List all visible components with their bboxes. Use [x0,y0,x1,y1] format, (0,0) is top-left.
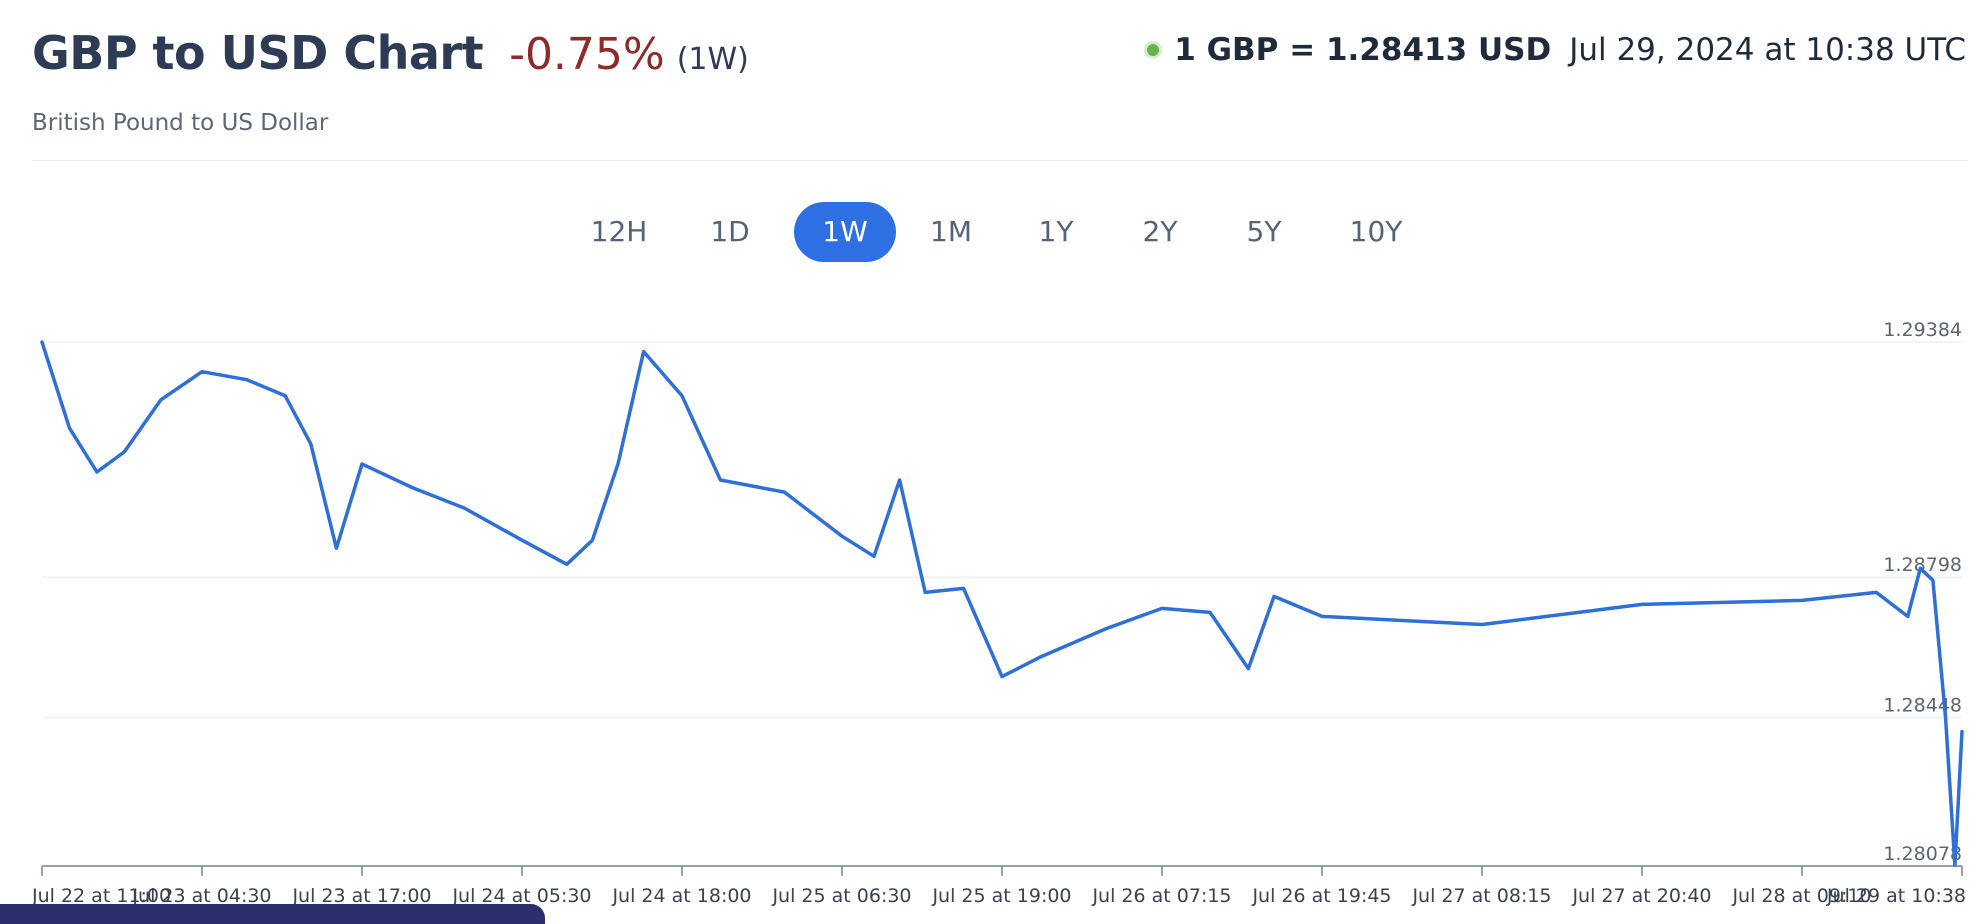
data-point [565,562,569,566]
live-rate: 1 GBP = 1.28413 USD Jul 29, 2024 at 10:3… [1144,32,1966,68]
data-point [718,478,722,482]
data-point [462,506,466,510]
data-point [962,586,966,590]
x-tick-label: Jul 29 at 10:38 [1826,885,1966,907]
tab-2y[interactable]: 2Y [1142,215,1178,248]
tab-1y[interactable]: 1Y [1038,215,1074,248]
data-point [200,370,204,374]
data-point [840,534,844,538]
x-tick-label: Jul 25 at 19:00 [931,885,1071,907]
data-point [680,394,684,398]
data-point [122,450,126,454]
data-point [1160,606,1164,610]
tab-1w[interactable]: 1W [794,202,896,262]
y-tick-label: 1.28798 [1883,554,1962,576]
x-tick-label: Jul 26 at 07:15 [1091,885,1231,907]
data-point [283,394,287,398]
y-tick-label: 1.29384 [1883,319,1962,341]
data-point [67,426,71,430]
x-tick-label: Jul 24 at 05:30 [451,885,591,907]
y-tick-label: 1.28078 [1883,843,1962,865]
data-point [360,462,364,466]
series-line [40,340,1964,867]
period-label: (1W) [676,42,749,77]
data-point [1800,598,1804,602]
data-point [1906,614,1910,618]
live-dot-icon [1144,41,1163,59]
data-point [1320,614,1324,618]
tab-1m[interactable]: 1M [930,215,972,248]
data-point [1246,667,1250,671]
x-tick-label: Jul 22 at 11:00 [31,885,171,907]
data-point [520,538,524,542]
data-point [1039,655,1043,659]
x-tick-label: Jul 26 at 19:45 [1251,885,1391,907]
data-point [1208,610,1212,614]
data-point [1960,730,1964,734]
range-tabs: 12H 1D 1W 1M 1Y 2Y 5Y 10Y [0,202,1984,262]
data-point [411,486,415,490]
data-point [1874,590,1878,594]
data-point [309,442,313,446]
y-tick-label: 1.28448 [1883,695,1962,717]
data-point [1272,594,1276,598]
x-tick-label: Jul 23 at 04:30 [131,885,271,907]
x-tick-label: Jul 27 at 20:40 [1571,885,1711,907]
tab-12h[interactable]: 12H [590,215,648,248]
title-row: GBP to USD Chart -0.75% (1W) [32,26,749,80]
data-point [1480,622,1484,626]
chart-header: GBP to USD Chart -0.75% (1W) British Pou… [32,22,1966,162]
x-tick-label: Jul 24 at 18:00 [611,885,751,907]
tab-5y[interactable]: 5Y [1246,215,1282,248]
data-point [1640,602,1644,606]
data-point [1931,578,1935,582]
tab-10y[interactable]: 10Y [1349,215,1403,248]
page-title: GBP to USD Chart [32,26,484,80]
x-tick-label: Jul 28 at 09:10 [1731,885,1871,907]
header-divider [32,160,1968,161]
x-tick-label: Jul 23 at 17:00 [291,885,431,907]
data-point [616,462,620,466]
data-point [923,590,927,594]
x-tick-label: Jul 25 at 06:30 [771,885,911,907]
data-point [40,340,44,344]
data-point [1943,715,1947,719]
price-chart: 1.29384 1.28798 1.28448 1.28078 Jul 22 at 11… [31,319,1966,907]
tab-1d[interactable]: 1D [710,215,750,248]
data-point [872,554,876,558]
rate-value: 1 GBP = 1.28413 USD [1174,32,1552,68]
data-point [898,478,902,482]
data-point [159,398,163,402]
bottom-banner [0,904,545,924]
data-point [590,538,594,542]
data-point [782,490,786,494]
data-point [1000,675,1004,679]
data-point [642,350,646,354]
data-point [1104,626,1108,630]
data-point [1953,863,1957,867]
data-point [95,470,99,474]
data-point [334,546,338,550]
data-point [1918,566,1922,570]
data-point [245,378,249,382]
rate-timestamp: Jul 29, 2024 at 10:38 UTC [1569,32,1966,68]
percent-change: -0.75% [509,29,665,80]
x-tick-label: Jul 27 at 08:15 [1411,885,1551,907]
page-subtitle: British Pound to US Dollar [32,110,329,136]
